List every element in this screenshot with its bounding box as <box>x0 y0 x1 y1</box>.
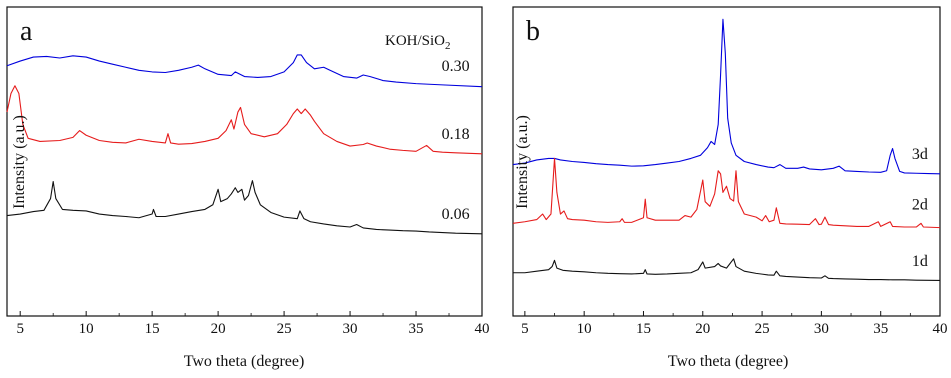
x-tick-label-b-5: 5 <box>521 321 529 337</box>
series-label-b-1d: 1d <box>912 253 928 270</box>
series-group-a: 0.30 0.18 0.06 <box>6 54 483 235</box>
x-axis-title-b: Two theta (degree) <box>668 353 789 370</box>
y-axis-title-b: Intensity (a.u.) <box>514 115 531 209</box>
panel-label-a: a <box>20 16 33 47</box>
panel-label-b: b <box>526 16 540 47</box>
series-label-b-3d: 3d <box>912 146 928 163</box>
x-tick-label-b-15: 15 <box>636 321 651 337</box>
series-line-b-2d <box>512 157 941 229</box>
x-tick-label-a-30: 30 <box>343 321 358 337</box>
x-tick-label-a-20: 20 <box>211 321 226 337</box>
series-label-b-2d: 2d <box>912 196 928 213</box>
x-tick-label-a-5: 5 <box>16 321 24 337</box>
x-tick-label-b-20: 20 <box>695 321 710 337</box>
x-tick-label-b-35: 35 <box>873 321 888 337</box>
series-group-b: 3d 2d 1d <box>512 18 941 282</box>
y-axis-title-a: Intensity (a.u.) <box>11 115 28 209</box>
x-tick-label-b-25: 25 <box>755 321 770 337</box>
series-line-b-1d <box>513 258 941 282</box>
series-label-a-0.30: 0.30 <box>442 58 470 75</box>
series-line-a-0.06 <box>6 180 483 235</box>
chart-panel-a: a KOH/SiO2 0.300.180.06 5 10 15 20 25 30 35 40 … <box>6 6 490 370</box>
x-tick-label-b-10: 10 <box>577 321 592 337</box>
series-label-a-0.06: 0.06 <box>442 206 470 223</box>
series-line-a-0.18 <box>6 85 483 155</box>
x-tick-label-a-40: 40 <box>475 321 490 337</box>
x-tick-label-a-15: 15 <box>145 321 160 337</box>
plot-frame-b <box>512 6 941 317</box>
x-tick-label-a-10: 10 <box>79 321 94 337</box>
chart-panel-b: b 3d 2d 1d 5 10 15 20 25 30 35 40 Two theta (degr… <box>512 6 948 370</box>
x-tick-label-a-25: 25 <box>277 321 292 337</box>
x-axis-title-a: Two theta (degree) <box>184 353 305 370</box>
series-label-a-0.18: 0.18 <box>442 126 470 143</box>
x-axis-b: 5 10 15 20 25 30 35 40 <box>521 311 948 337</box>
series-line-a-0.30 <box>6 54 483 88</box>
series-line-b-3d <box>512 18 941 175</box>
x-tick-label-b-40: 40 <box>933 321 948 337</box>
x-tick-label-b-30: 30 <box>814 321 829 337</box>
legend-title-a: KOH/SiO2 <box>385 33 451 52</box>
plot-frame-a <box>6 6 483 317</box>
x-axis-a: 5 10 15 20 25 30 35 40 <box>16 311 490 337</box>
x-tick-label-a-35: 35 <box>409 321 424 337</box>
